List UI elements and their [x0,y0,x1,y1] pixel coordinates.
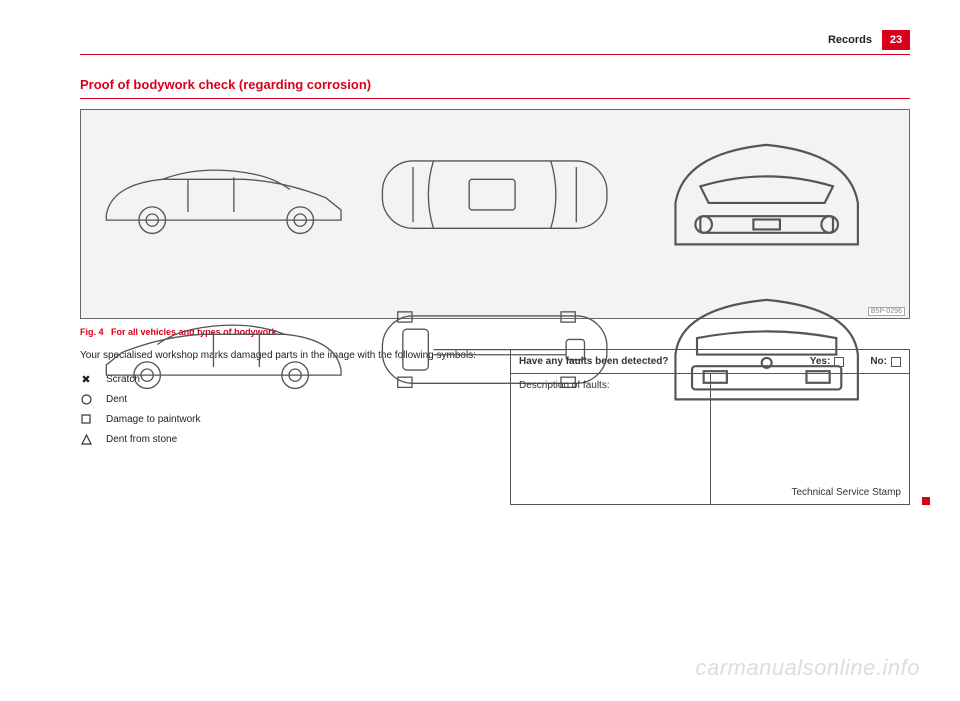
fault-header: Have any faults been detected? Yes: No: [511,350,909,374]
page-title: Proof of bodywork check (regarding corro… [80,77,910,92]
legend-label: Dent from stone [106,434,177,445]
figure-tag: B5P-0296 [868,307,905,316]
desc-label: Description of faults: [519,380,610,391]
section-label: Records [828,34,872,46]
fault-table: Have any faults been detected? Yes: No: … [510,349,910,505]
yes-checkbox[interactable] [834,357,844,367]
header-rule [80,54,910,55]
title-rule [80,98,910,99]
stamp-label: Technical Service Stamp [792,487,902,498]
car-side-right [91,275,356,424]
legend-stone: Dent from stone [80,433,480,445]
no-checkbox[interactable] [891,357,901,367]
fault-question: Have any faults been detected? [519,356,784,367]
site-watermark: carmanualsonline.info [695,655,920,681]
yes-option: Yes: [810,356,845,367]
fault-description-cell: Description of faults: [511,374,711,504]
no-label: No: [870,356,887,367]
car-side-left [91,120,356,269]
car-front-view [634,120,899,269]
triangle-icon [80,433,92,445]
page-header: Records 23 [80,30,910,50]
bodywork-diagram: B5P-0296 [80,109,910,319]
no-option: No: [870,356,901,367]
stamp-cell: Technical Service Stamp [711,374,910,504]
car-top-view [362,120,627,269]
fault-column: Have any faults been detected? Yes: No: … [510,349,910,505]
section-end-marker [922,497,930,505]
page-number: 23 [882,30,910,50]
yes-label: Yes: [810,356,831,367]
